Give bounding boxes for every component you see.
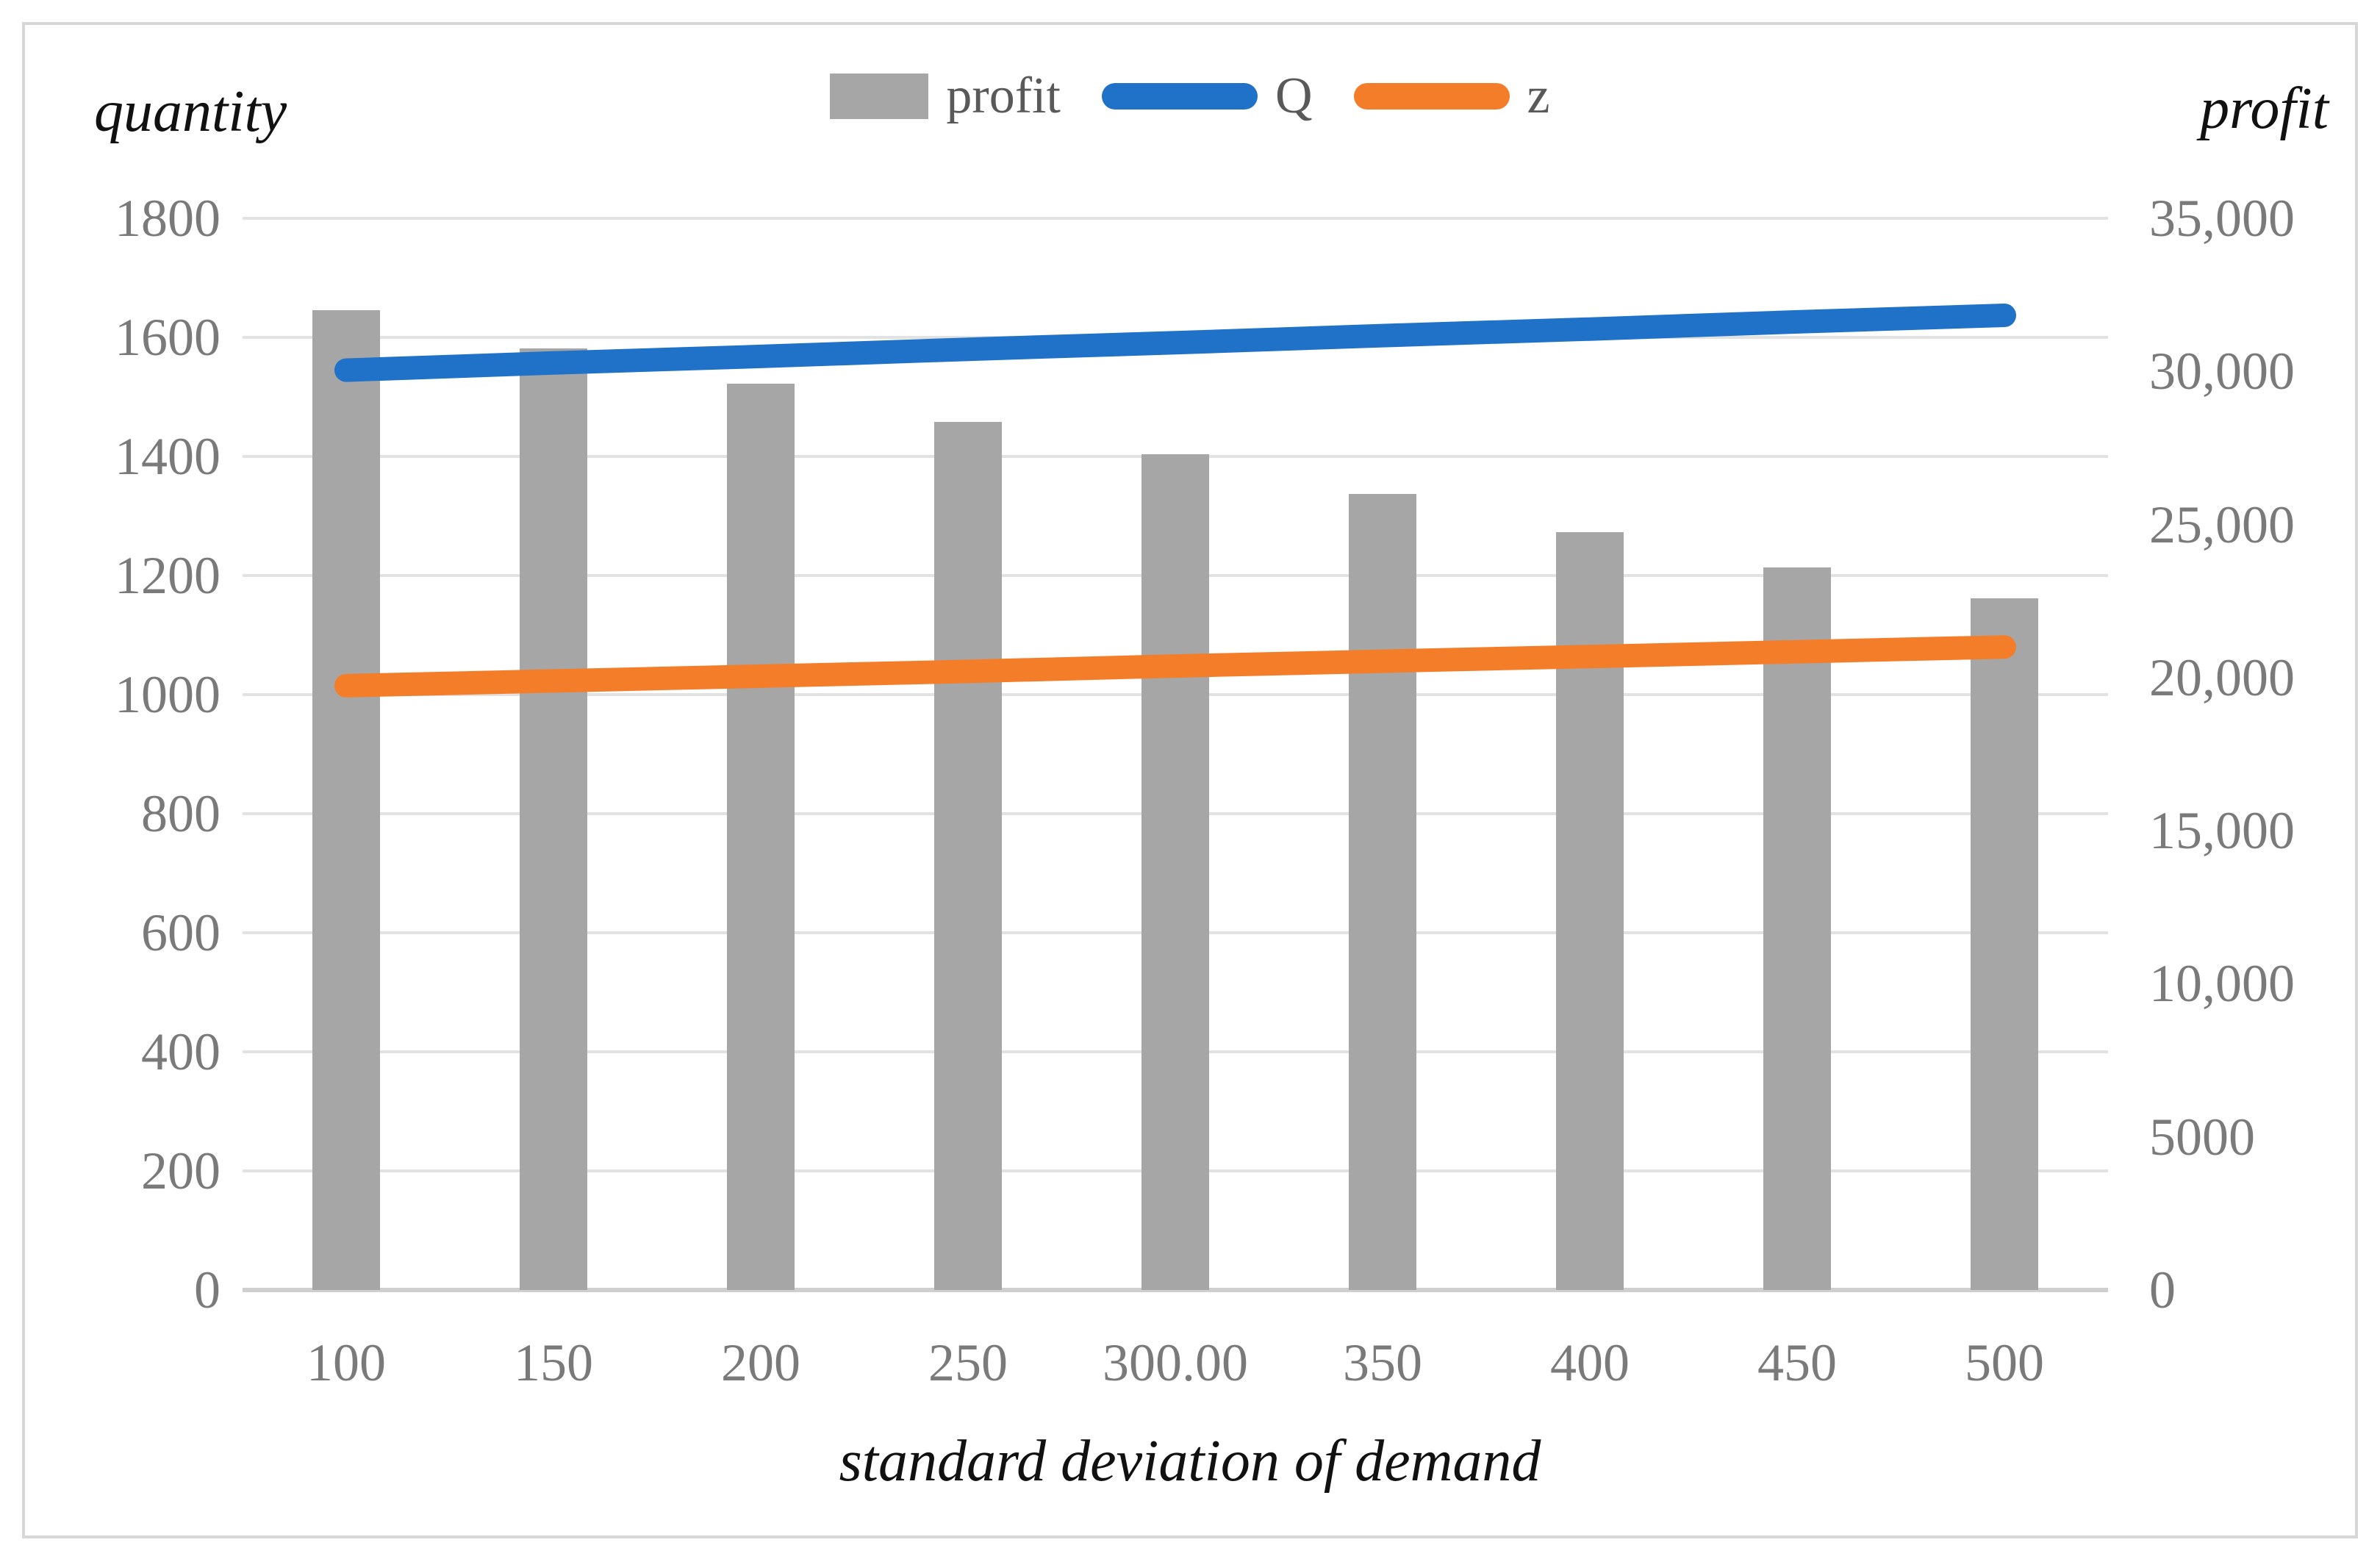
right-axis-tick-label: 30,000 [2149,342,2295,401]
legend-item-profit: profit [830,71,1061,122]
legend-label-profit: profit [946,68,1061,124]
bar-profit [1763,567,1831,1290]
x-axis-tick-label: 500 [1965,1333,2044,1392]
legend-item-q: Q [1101,68,1313,124]
right-axis-tick-label: 20,000 [2149,648,2295,707]
legend-label-z: z [1527,68,1550,124]
bar-profit [934,422,1002,1290]
x-axis-tick-label: 400 [1550,1333,1630,1392]
legend-item-z: z [1353,68,1550,124]
left-axis-tick-label: 200 [141,1142,221,1200]
left-axis-tick-label: 400 [141,1022,221,1081]
bar-profit [727,383,795,1290]
line-z [334,635,2016,698]
legend: profit Q z [0,71,2380,122]
left-axis-tick-label: 1600 [115,308,221,367]
left-axis-tick-label: 1000 [115,665,221,724]
chart-border [22,22,2358,1538]
right-axis-tick-label: 15,000 [2149,801,2295,861]
bar-profit [1971,598,2038,1290]
z-line-swatch-icon [1353,83,1510,110]
gridline [243,217,2108,220]
x-axis-tick-label: 250 [928,1333,1008,1392]
left-axis-title: quantity [94,79,287,144]
bar-profit [312,309,380,1290]
x-axis-tick-label: 300.00 [1103,1333,1248,1392]
bar-profit [1141,454,1209,1290]
bar-profit [1349,493,1416,1290]
left-axis-tick-label: 600 [141,903,221,962]
right-axis-tick-label: 5000 [2149,1107,2255,1166]
x-axis-tick-label: 200 [721,1333,800,1392]
right-axis-tick-label: 35,000 [2149,189,2295,248]
x-axis-tick-label: 350 [1343,1333,1422,1392]
right-axis-tick-label: 25,000 [2149,495,2295,554]
bar-profit [520,348,587,1290]
x-axis-line [243,1288,2108,1292]
legend-label-q: Q [1275,68,1313,124]
left-axis-tick-label: 1400 [115,427,221,486]
x-axis-tick-label: 100 [307,1333,386,1392]
left-axis-tick-label: 1800 [115,189,221,248]
left-axis-tick-label: 1200 [115,546,221,605]
right-axis-tick-label: 0 [2149,1261,2176,1319]
right-axis-tick-label: 10,000 [2149,954,2295,1014]
right-axis-title: profit [2200,76,2329,141]
x-axis-tick-label: 150 [514,1333,593,1392]
q-line-swatch-icon [1101,83,1258,110]
profit-bar-swatch-icon [830,74,929,119]
left-axis-tick-label: 0 [194,1261,221,1319]
x-axis-title: standard deviation of demand [839,1429,1541,1494]
line-Q [334,304,2016,382]
left-axis-tick-label: 800 [141,784,221,843]
x-axis-tick-label: 450 [1757,1333,1837,1392]
